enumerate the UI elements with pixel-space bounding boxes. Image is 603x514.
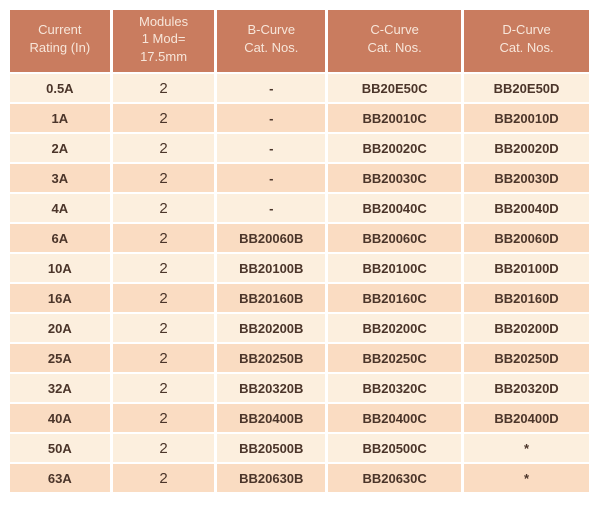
cell-current-rating: 0.5A xyxy=(10,74,110,102)
cell-b-curve-cat: BB20100B xyxy=(217,254,326,282)
cell-d-curve-cat: BB20E50D xyxy=(464,74,589,102)
cell-d-curve-cat: BB20250D xyxy=(464,344,589,372)
cell-d-curve-cat: BB20400D xyxy=(464,404,589,432)
cell-current-rating: 40A xyxy=(10,404,110,432)
table-row: 16A 2 BB20160B BB20160C BB20160D xyxy=(10,284,589,312)
cell-c-curve-cat: BB20400C xyxy=(328,404,462,432)
cell-modules: 2 xyxy=(112,164,215,192)
cell-current-rating: 4A xyxy=(10,194,110,222)
cell-c-curve-cat: BB20250C xyxy=(328,344,462,372)
cell-current-rating: 1A xyxy=(10,104,110,132)
table-row: 3A 2- BB20030C BB20030D xyxy=(10,164,589,192)
column-header-modules: Modules 1 Mod= 17.5mm xyxy=(112,10,215,72)
table-body: 0.5A 2- BB20E50C BB20E50D 1A 2- BB20010C BB2001… xyxy=(10,74,589,492)
table-row: 0.5A 2- BB20E50C BB20E50D xyxy=(10,74,589,102)
table-row: 1A 2- BB20010C BB20010D xyxy=(10,104,589,132)
cell-current-rating: 63A xyxy=(10,464,110,492)
cell-c-curve-cat: BB20E50C xyxy=(328,74,462,102)
cell-modules: 2 xyxy=(112,464,215,492)
cell-b-curve-cat: - xyxy=(217,164,326,192)
cell-b-curve-cat: - xyxy=(217,74,326,102)
table-row: 50A 2 BB20500B BB20500C * xyxy=(10,434,589,462)
table-row: 40A 2 BB20400B BB20400C BB20400D xyxy=(10,404,589,432)
cell-current-rating: 6A xyxy=(10,224,110,252)
catalog-table: Current Rating (In) Modules 1 Mod= 17.5m… xyxy=(7,8,592,494)
cell-b-curve-cat: BB20060B xyxy=(217,224,326,252)
table-row: 2A 2- BB20020C BB20020D xyxy=(10,134,589,162)
cell-d-curve-cat: * xyxy=(464,464,589,492)
cell-b-curve-cat: BB20630B xyxy=(217,464,326,492)
cell-d-curve-cat: BB20160D xyxy=(464,284,589,312)
cell-b-curve-cat: BB20250B xyxy=(217,344,326,372)
table-row: 6A 2 BB20060B BB20060C BB20060D xyxy=(10,224,589,252)
cell-modules: 2 xyxy=(112,74,215,102)
table-row: 32A 2 BB20320B BB20320C BB20320D xyxy=(10,374,589,402)
cell-current-rating: 16A xyxy=(10,284,110,312)
cell-current-rating: 2A xyxy=(10,134,110,162)
cell-d-curve-cat: BB20020D xyxy=(464,134,589,162)
header-row: Current Rating (In) Modules 1 Mod= 17.5m… xyxy=(10,10,589,72)
table-row: 20A 2 BB20200B BB20200C BB20200D xyxy=(10,314,589,342)
cell-current-rating: 25A xyxy=(10,344,110,372)
cell-modules: 2 xyxy=(112,194,215,222)
table-row: 63A 2 BB20630B BB20630C * xyxy=(10,464,589,492)
cell-d-curve-cat: BB20030D xyxy=(464,164,589,192)
cell-b-curve-cat: BB20320B xyxy=(217,374,326,402)
cell-b-curve-cat: - xyxy=(217,194,326,222)
cell-d-curve-cat: BB20040D xyxy=(464,194,589,222)
table-row: 4A 2- BB20040C BB20040D xyxy=(10,194,589,222)
cell-modules: 2 xyxy=(112,434,215,462)
column-header-d-curve: D-Curve Cat. Nos. xyxy=(464,10,589,72)
cell-c-curve-cat: BB20630C xyxy=(328,464,462,492)
cell-c-curve-cat: BB20100C xyxy=(328,254,462,282)
table-row: 10A 2 BB20100B BB20100C BB20100D xyxy=(10,254,589,282)
cell-modules: 2 xyxy=(112,134,215,162)
cell-modules: 2 xyxy=(112,404,215,432)
cell-c-curve-cat: BB20030C xyxy=(328,164,462,192)
table-header: Current Rating (In) Modules 1 Mod= 17.5m… xyxy=(10,10,589,72)
cell-c-curve-cat: BB20040C xyxy=(328,194,462,222)
cell-d-curve-cat: BB20320D xyxy=(464,374,589,402)
cell-current-rating: 32A xyxy=(10,374,110,402)
cell-d-curve-cat: BB20010D xyxy=(464,104,589,132)
cell-b-curve-cat: - xyxy=(217,104,326,132)
cell-c-curve-cat: BB20060C xyxy=(328,224,462,252)
cell-b-curve-cat: - xyxy=(217,134,326,162)
cell-d-curve-cat: BB20060D xyxy=(464,224,589,252)
cell-modules: 2 xyxy=(112,104,215,132)
cell-d-curve-cat: BB20100D xyxy=(464,254,589,282)
cell-modules: 2 xyxy=(112,224,215,252)
cell-current-rating: 10A xyxy=(10,254,110,282)
column-header-current-rating: Current Rating (In) xyxy=(10,10,110,72)
cell-current-rating: 3A xyxy=(10,164,110,192)
cell-modules: 2 xyxy=(112,254,215,282)
cell-d-curve-cat: BB20200D xyxy=(464,314,589,342)
table-row: 25A 2 BB20250B BB20250C BB20250D xyxy=(10,344,589,372)
cell-modules: 2 xyxy=(112,284,215,312)
cell-d-curve-cat: * xyxy=(464,434,589,462)
cell-modules: 2 xyxy=(112,344,215,372)
column-header-b-curve: B-Curve Cat. Nos. xyxy=(217,10,326,72)
cell-current-rating: 50A xyxy=(10,434,110,462)
cell-c-curve-cat: BB20160C xyxy=(328,284,462,312)
cell-c-curve-cat: BB20200C xyxy=(328,314,462,342)
cell-b-curve-cat: BB20160B xyxy=(217,284,326,312)
cell-current-rating: 20A xyxy=(10,314,110,342)
cell-c-curve-cat: BB20010C xyxy=(328,104,462,132)
cell-b-curve-cat: BB20500B xyxy=(217,434,326,462)
cell-c-curve-cat: BB20500C xyxy=(328,434,462,462)
cell-b-curve-cat: BB20200B xyxy=(217,314,326,342)
column-header-c-curve: C-Curve Cat. Nos. xyxy=(328,10,462,72)
cell-c-curve-cat: BB20020C xyxy=(328,134,462,162)
cell-c-curve-cat: BB20320C xyxy=(328,374,462,402)
cell-modules: 2 xyxy=(112,374,215,402)
cell-modules: 2 xyxy=(112,314,215,342)
cell-b-curve-cat: BB20400B xyxy=(217,404,326,432)
